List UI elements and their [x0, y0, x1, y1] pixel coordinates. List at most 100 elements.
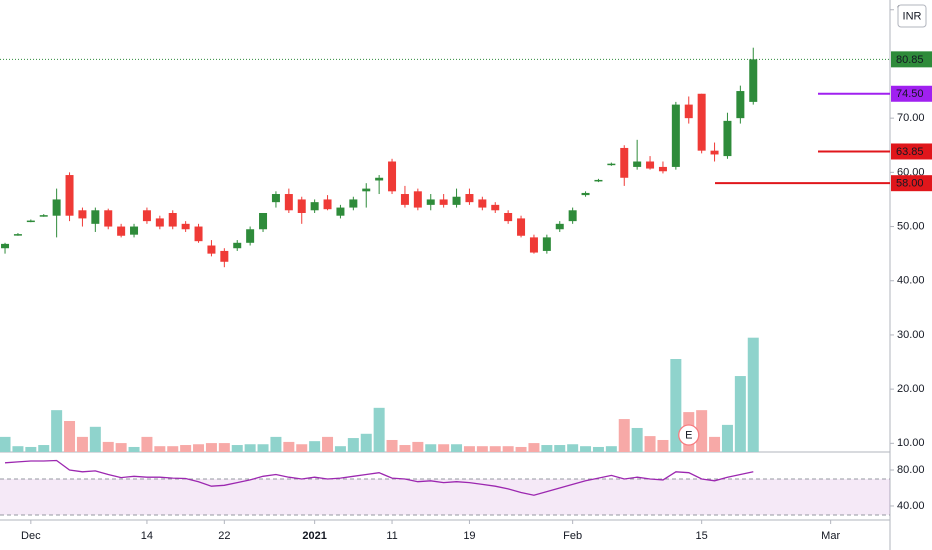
price-line-label-box [891, 85, 932, 102]
candle-body [310, 202, 319, 211]
candle-body [633, 161, 642, 167]
candle-body [736, 91, 745, 119]
price-line-label-box [891, 175, 932, 192]
event-label: E [685, 429, 692, 441]
candle-body [555, 223, 564, 230]
volume-bar [64, 421, 76, 452]
candle-body [749, 59, 758, 102]
currency-box[interactable] [897, 4, 927, 28]
candle-body [452, 196, 461, 205]
volume-bar [154, 446, 166, 452]
candle-body [323, 199, 332, 210]
volume-bar [502, 446, 514, 452]
candle-body [439, 199, 448, 205]
volume-bar [696, 410, 708, 452]
candle-body [504, 212, 513, 222]
y-tick-label: 50.00 [897, 220, 925, 232]
rsi-tick-label: 80.00 [897, 464, 925, 476]
plot: 90.0070.0060.0050.0040.0030.0020.0010.00… [0, 4, 932, 542]
candle-body [362, 188, 371, 192]
volume-bar [425, 444, 437, 452]
volume-bar [76, 436, 88, 452]
candle-body [13, 234, 22, 236]
candle-body [349, 199, 358, 208]
volume-bar [257, 444, 269, 452]
volume-bar [515, 446, 527, 452]
candle-body [1, 243, 10, 249]
volume-bar [218, 443, 230, 452]
candle-body [207, 245, 216, 254]
event-badge [678, 424, 700, 446]
volume-bar [0, 436, 11, 452]
volume-bar [670, 359, 682, 452]
currency: INR [903, 10, 922, 22]
candle-body [620, 147, 629, 178]
volume-bar [657, 439, 669, 452]
y-tick-label: 30.00 [897, 329, 925, 341]
rsi-tick-label: 40.00 [897, 500, 925, 512]
candle-body [388, 161, 397, 192]
rsi-line [4, 459, 754, 496]
volume-bar [12, 446, 24, 452]
volume-bar [283, 441, 295, 452]
rsi-band [0, 478, 890, 515]
candle-body [529, 237, 538, 253]
volume-bar [102, 441, 114, 452]
volume-bar [399, 445, 411, 452]
candle-body [233, 242, 242, 249]
volume-bar [89, 426, 101, 452]
volume-bar [270, 436, 282, 452]
candle-body [284, 194, 293, 211]
candle-body [697, 93, 706, 151]
volume-bar [296, 444, 308, 452]
volume-bar [567, 444, 579, 452]
volume-bar [605, 446, 617, 452]
volume-bar [747, 337, 759, 452]
volume-bar [115, 443, 127, 452]
candle-body [297, 199, 306, 213]
candle-body [607, 163, 616, 166]
volume-bar [554, 445, 566, 452]
candle-body [517, 218, 526, 236]
volume-bar [438, 444, 450, 452]
volume-bar [141, 436, 153, 452]
candle-body [259, 212, 268, 230]
volume-bar [347, 438, 359, 452]
candle-body [168, 212, 177, 227]
volume-bar [205, 443, 217, 452]
volume-bar [541, 445, 553, 452]
volume-bar [360, 433, 372, 452]
candle-body [658, 166, 667, 172]
candle-body [26, 220, 35, 223]
volume-bar [322, 436, 334, 452]
candle-body [246, 229, 255, 243]
candle-body [568, 210, 577, 222]
candle-body [491, 204, 500, 211]
volume-bar [51, 410, 63, 452]
volume-bar [709, 436, 721, 452]
x-tick-label: 14 [141, 530, 153, 542]
candle-body [594, 179, 603, 182]
volume-bar [476, 446, 488, 452]
volume-bar [734, 376, 746, 452]
volume-bar [618, 419, 630, 452]
x-tick-label: Feb [563, 530, 582, 542]
x-tick-label: 22 [218, 530, 230, 542]
candle-body [684, 104, 693, 119]
volume-bar [193, 444, 205, 452]
candle-body [220, 250, 229, 262]
candle-body [78, 210, 87, 219]
volume-bar [592, 446, 604, 452]
volume-bar [38, 445, 50, 452]
price-line-label: 58.00 [896, 178, 924, 190]
price-line-label: 74.50 [896, 88, 924, 100]
volume-bar [489, 446, 501, 452]
volume-bar [644, 436, 656, 452]
candle-body [39, 215, 48, 217]
price-line-label: 63.85 [896, 146, 924, 158]
candle-body [646, 161, 655, 169]
x-tick-label: 19 [463, 530, 475, 542]
volume-bar [244, 444, 256, 452]
